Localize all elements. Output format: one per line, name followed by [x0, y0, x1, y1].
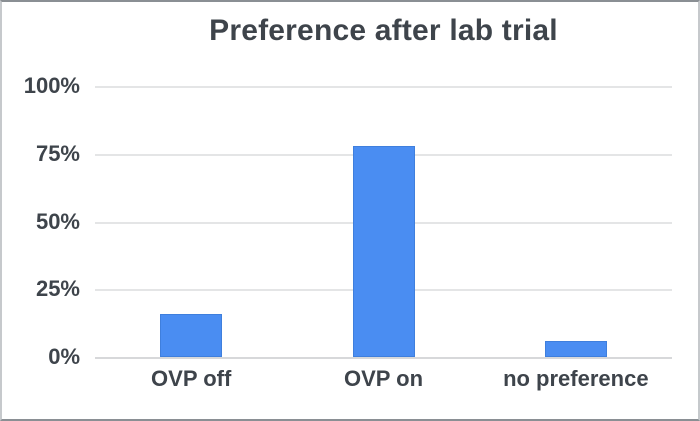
- y-tick-label-75%: 75%: [35, 140, 80, 166]
- bar-no-preference: [544, 340, 607, 357]
- x-axis: OVP off OVP on no preference: [95, 366, 672, 392]
- plot-area: [95, 86, 672, 359]
- y-tick-label-50%: 50%: [35, 208, 80, 234]
- x-axis-label-ovp-off: OVP off: [151, 366, 232, 391]
- chart-title: Preference after lab trial: [209, 14, 558, 47]
- x-axis-label-no-preference: no preference: [503, 366, 649, 391]
- bar-ovp-on: [352, 145, 415, 357]
- x-axis-line: [95, 357, 672, 359]
- y-tick-label-0%: 0%: [48, 344, 80, 369]
- gridline-100%: [95, 86, 672, 88]
- y-tick-label-25%: 25%: [35, 276, 80, 302]
- bar-ovp-off: [160, 313, 223, 357]
- x-axis-label-ovp-on: OVP on: [343, 366, 424, 391]
- y-tick-label-100%: 100%: [23, 73, 80, 98]
